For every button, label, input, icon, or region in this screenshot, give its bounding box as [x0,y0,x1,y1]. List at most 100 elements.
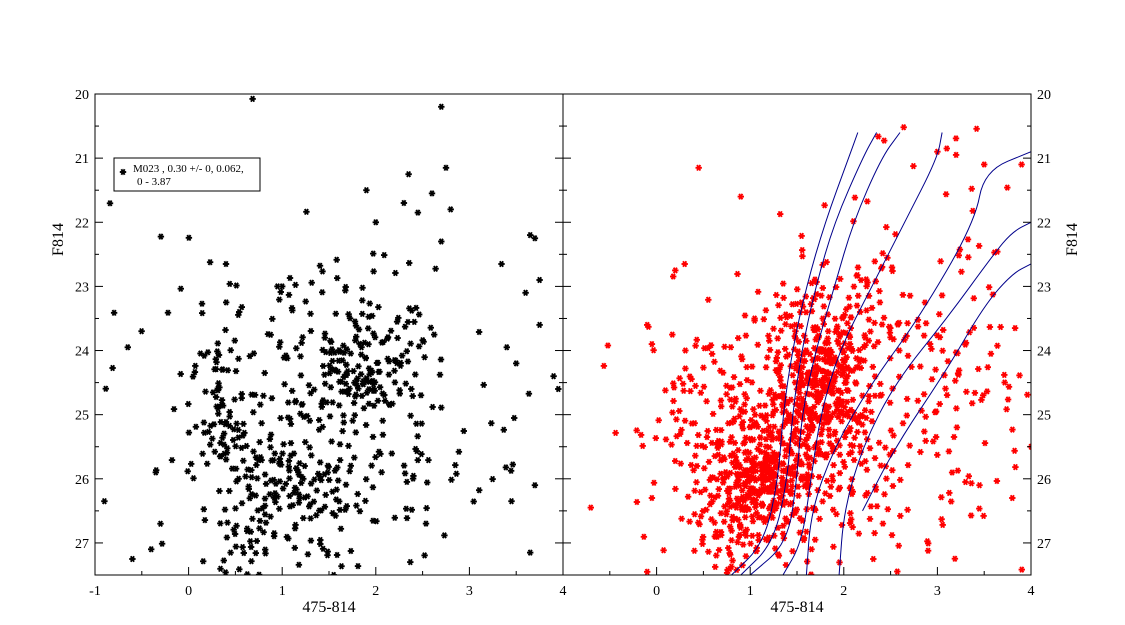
data-point [228,465,236,472]
x-tick-label: 0 [185,584,192,599]
data-point [903,332,910,340]
data-point [750,405,757,413]
data-point [350,367,357,375]
data-point [848,449,855,456]
data-point [980,512,987,520]
data-point [354,490,361,498]
data-point [952,151,960,159]
data-point [775,487,783,495]
data-point [224,519,231,526]
data-point [755,531,762,539]
data-point [785,351,792,358]
data-point [758,500,765,507]
data-point [813,388,821,395]
x-tick-label: 2 [372,584,379,599]
data-point [728,537,735,544]
data-point [741,401,748,408]
data-point [904,352,912,360]
data-point [889,385,896,392]
data-point [742,434,749,441]
data-point [969,207,976,215]
data-point [313,487,320,494]
data-point [829,390,837,397]
data-point [344,388,351,395]
data-point [798,232,805,240]
data-point [799,461,806,468]
data-point [693,336,700,344]
data-point [742,482,749,490]
data-point [206,258,214,266]
data-point [316,262,324,269]
data-point [698,442,706,450]
data-point [331,349,338,356]
data-point [276,458,283,466]
data-point [672,267,679,274]
data-point [850,456,858,464]
data-point [612,429,619,437]
data-point [855,530,862,537]
data-point [226,422,233,430]
data-point [436,371,444,378]
data-point [352,393,359,400]
data-point [782,320,789,328]
data-point [984,363,991,371]
data-point [522,289,529,297]
data-point [975,365,982,373]
data-point [438,238,445,245]
data-point [652,434,659,442]
data-point [815,473,823,481]
data-point [550,372,557,380]
data-point [307,537,315,544]
data-point [962,478,969,486]
x-tick-label: 3 [466,584,473,599]
data-point [788,477,795,484]
data-point [854,264,862,271]
data-point [488,419,495,427]
data-point [721,343,728,351]
data-point [266,435,274,443]
data-point [967,512,975,519]
data-point [776,365,783,373]
data-point [600,362,608,370]
data-point [932,366,939,373]
data-point [857,308,864,316]
data-point [876,439,883,447]
data-point [406,259,413,267]
data-point [376,383,384,391]
data-point [762,464,769,471]
data-point [285,463,292,470]
data-point [729,384,736,391]
data-point [684,493,692,500]
data-point [796,529,803,536]
data-point [296,460,303,467]
data-point [756,441,764,448]
data-point [836,451,843,458]
data-point [336,378,343,386]
data-point [223,534,231,541]
data-point [268,394,276,402]
data-point [705,296,712,304]
data-point [805,461,812,468]
legend-text-line1: M023 , 0.30 +/- 0, 0.062, [133,163,244,175]
data-point [299,334,306,341]
data-point [723,508,730,515]
data-point [381,251,388,259]
data-point [351,318,359,325]
data-point [480,381,487,389]
data-point [453,470,460,478]
data-point [1018,161,1025,168]
data-point [728,527,735,534]
data-point [819,420,827,428]
data-point [291,525,299,532]
data-point [820,303,827,310]
data-point [316,507,323,514]
data-point [355,326,363,333]
data-point [416,311,423,318]
data-point [793,506,800,513]
data-point [370,402,378,409]
data-point [822,339,829,346]
data-point [286,274,294,282]
data-point [374,397,382,405]
data-point [718,403,725,410]
data-point [679,380,687,388]
